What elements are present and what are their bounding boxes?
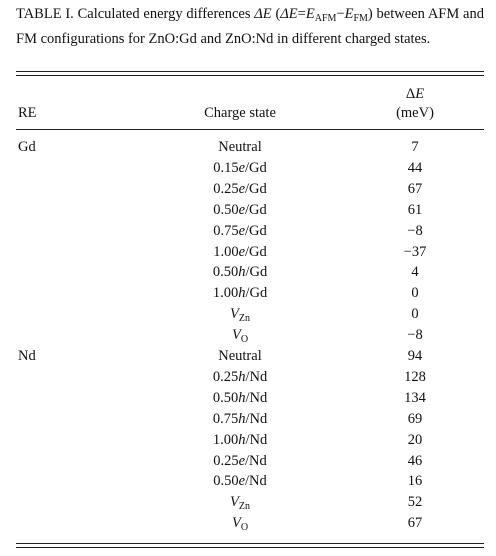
energy-value: −8: [407, 222, 423, 239]
caption: TABLE I. Calculated energy differences Δ…: [16, 4, 484, 49]
re: Nd: [18, 348, 36, 364]
energy-value: −37: [403, 243, 427, 260]
caption-text: E: [344, 6, 354, 22]
energy-value: 67: [407, 180, 423, 197]
energy-value: 52: [407, 494, 423, 511]
caption-text: =: [297, 6, 306, 22]
vacancy-site: O: [240, 522, 249, 534]
delta-e: E: [415, 86, 425, 102]
energy-value: 16: [407, 473, 423, 490]
energy-value: 69: [407, 410, 423, 427]
energy-value: 0: [411, 306, 419, 323]
charge-state: 0.15e/Gd: [213, 159, 267, 176]
charge-state: VO: [140, 514, 340, 537]
rule: [16, 129, 484, 130]
vacancy: V: [231, 327, 241, 344]
header-re: RE: [18, 105, 37, 121]
vacancy-site: O: [240, 334, 249, 346]
energy-value: 4: [411, 264, 419, 281]
vacancy: V: [230, 306, 239, 323]
charge-state: 1.00h/Gd: [212, 285, 268, 302]
header-delta: ΔE: [365, 85, 465, 103]
energy-value: 7: [411, 139, 419, 155]
vacancy-site: Zn: [238, 501, 250, 513]
re: Gd: [18, 139, 36, 155]
caption-text: ) between AFM and FM configurations for …: [16, 6, 484, 47]
header-charge: Charge state: [204, 105, 276, 121]
energy-value: 67: [407, 515, 423, 532]
charge-state: 0.50h/Nd: [212, 389, 268, 406]
charge-state: 0.75e/Gd: [213, 222, 267, 239]
caption-text: ΔE: [280, 6, 298, 22]
charge-state: Neutral: [218, 348, 262, 364]
charge-state: 0.25h/Nd: [212, 368, 268, 385]
energy-value: 46: [407, 452, 423, 469]
vacancy: V: [230, 494, 239, 511]
caption-text: −: [336, 6, 345, 22]
charge-state: VZn: [140, 493, 340, 516]
energy-value: 128: [404, 368, 426, 385]
energy-value: 94: [407, 348, 423, 364]
charge-state: VZn: [140, 305, 340, 328]
energy-value: 0: [411, 285, 419, 302]
rule: [16, 547, 484, 548]
charge-state: Neutral: [218, 139, 262, 155]
energy-value: 134: [404, 389, 426, 406]
charge-state: 1.00h/Nd: [212, 431, 268, 448]
energy-value: 20: [407, 431, 423, 448]
charge-state: 0.50h/Gd: [212, 264, 268, 281]
rule: [16, 75, 484, 76]
rule: [16, 543, 484, 544]
caption-text: TABLE I. Calculated energy differences: [16, 6, 255, 22]
charge-state: 0.25e/Gd: [213, 180, 267, 197]
rule: [16, 71, 484, 72]
charge-state: 0.75h/Nd: [212, 410, 268, 427]
caption-text: AFM: [314, 13, 337, 24]
vacancy: V: [231, 515, 241, 532]
vacancy-site: Zn: [238, 313, 250, 325]
caption-text: (: [271, 6, 281, 22]
caption-text: E: [305, 6, 315, 22]
charge-state: VO: [140, 326, 340, 349]
header-unit: (meV): [396, 105, 434, 121]
charge-state: 0.25e/Nd: [213, 452, 267, 469]
energy-value: 61: [407, 201, 423, 218]
charge-state: 0.50e/Gd: [213, 201, 267, 218]
caption-text: FM: [353, 13, 368, 24]
caption-text: ΔE: [254, 6, 272, 22]
delta: Δ: [405, 86, 416, 102]
energy-value: 44: [407, 159, 423, 176]
charge-state: 0.50e/Nd: [213, 473, 267, 490]
energy-value: −8: [407, 327, 423, 344]
charge-state: 1.00e/Gd: [213, 243, 267, 260]
